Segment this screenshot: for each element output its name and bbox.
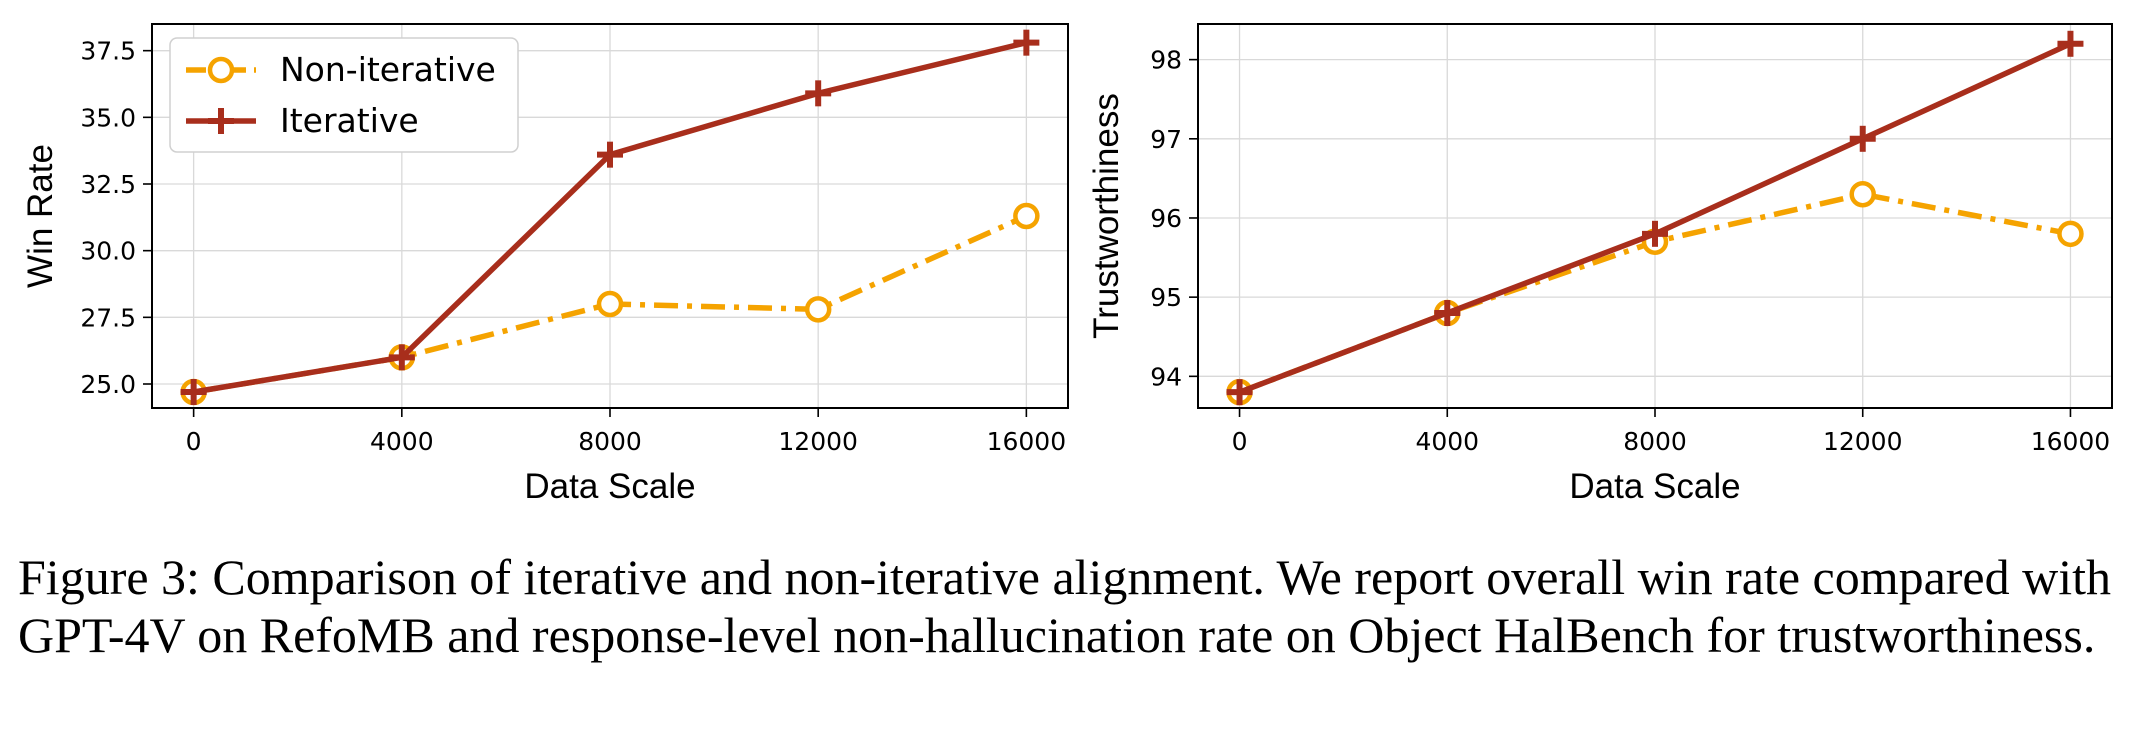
data-point-non-iterative xyxy=(596,290,624,318)
y-tick-label: 94 xyxy=(1150,362,1182,391)
legend-label: Iterative xyxy=(280,101,419,140)
legend: Non-iterative Iterative xyxy=(169,37,519,153)
x-tick-label: 4000 xyxy=(1415,427,1479,456)
data-point-iterative xyxy=(1642,220,1668,247)
legend-box xyxy=(169,37,519,153)
y-tick-label: 96 xyxy=(1150,204,1182,233)
figure: 0 4000 8000 12000 16000 25.0 27.5 30.0 32.5 35.0 3… xyxy=(21,23,2113,500)
data-point-non-iterative xyxy=(804,296,832,323)
y-tick-label: 98 xyxy=(1150,46,1182,75)
data-point-non-iterative xyxy=(1013,202,1040,230)
x-tick-label: 16000 xyxy=(2031,427,2111,456)
x-tick-label: 16000 xyxy=(987,427,1067,456)
data-point-iterative xyxy=(388,344,415,371)
plot-frame xyxy=(1197,23,2113,409)
data-point-iterative xyxy=(1434,299,1461,326)
y-tick-label: 27.5 xyxy=(80,303,136,332)
data-point-iterative xyxy=(805,80,832,107)
x-tick-label: 0 xyxy=(186,427,202,456)
y-axis-label: Win Rate xyxy=(21,144,60,288)
chart-right: 0 4000 8000 12000 16000 94 95 96 97 98 Data Scale T… xyxy=(1087,23,2113,500)
legend-label: Non-iterative xyxy=(280,50,496,89)
plot-frame xyxy=(151,23,1069,409)
figure-caption: Figure 3: Comparison of iterative and no… xyxy=(18,549,2112,663)
x-tick-label: 8000 xyxy=(578,427,642,456)
data-point-non-iterative xyxy=(1849,180,1876,208)
x-tick-label: 8000 xyxy=(1623,427,1687,456)
x-axis-label: Data Scale xyxy=(524,467,695,500)
chart-left: 0 4000 8000 12000 16000 25.0 27.5 30.0 32.5 35.0 3… xyxy=(21,23,1069,500)
x-tick-label: 0 xyxy=(1232,427,1248,456)
y-tick-label: 95 xyxy=(1150,283,1182,312)
data-point-iterative xyxy=(180,379,207,405)
y-tick-label: 30.0 xyxy=(80,237,136,266)
x-tick-label: 4000 xyxy=(370,427,434,456)
x-tick-label: 12000 xyxy=(778,427,858,456)
data-point-iterative xyxy=(2057,30,2084,57)
y-axis-label: Trustworthiness xyxy=(1087,93,1126,339)
x-tick-label: 12000 xyxy=(1823,427,1903,456)
x-axis-label: Data Scale xyxy=(1569,467,1740,500)
y-tick-label: 97 xyxy=(1150,125,1182,154)
y-tick-label: 25.0 xyxy=(80,370,136,399)
data-point-iterative xyxy=(1849,125,1876,152)
data-point-iterative xyxy=(1013,29,1040,56)
data-point-iterative xyxy=(1226,379,1253,406)
data-point-iterative xyxy=(597,141,623,168)
y-tick-label: 37.5 xyxy=(80,37,136,66)
y-tick-label: 35.0 xyxy=(80,103,136,132)
legend-marker xyxy=(207,56,235,84)
data-point-non-iterative xyxy=(2057,220,2084,248)
charts-svg: 0 4000 8000 12000 16000 25.0 27.5 30.0 32.5 35.0 3… xyxy=(21,23,2113,500)
y-tick-label: 32.5 xyxy=(80,170,136,199)
